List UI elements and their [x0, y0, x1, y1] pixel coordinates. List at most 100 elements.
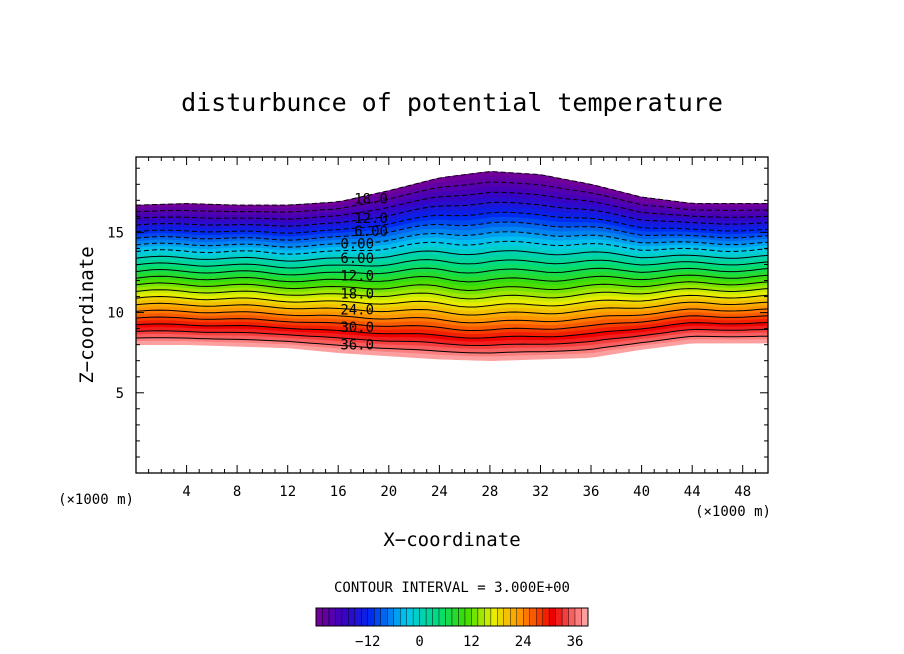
colorbar-cell	[419, 607, 427, 627]
colorbar-cell	[458, 607, 466, 627]
colorbar-tick-label: 12	[463, 634, 480, 650]
colorbar-cell	[503, 607, 511, 627]
x-tick-label: 4	[182, 484, 190, 500]
contour-line	[136, 221, 768, 241]
contour-line	[136, 274, 768, 283]
colorbar-cell	[432, 607, 440, 627]
colorbar-cell	[497, 607, 504, 627]
contour-label: 24.0	[340, 302, 374, 318]
x-tick-label: 8	[233, 484, 241, 500]
x-unit-left: (×1000 m)	[58, 492, 134, 508]
colorbar-tick-label: 36	[567, 634, 584, 650]
colorbar-cell	[348, 607, 356, 627]
colorbar-cell	[354, 607, 362, 627]
colorbar-cell	[406, 607, 414, 627]
contour-line	[136, 315, 768, 331]
colorbar-cell	[464, 607, 472, 627]
contour-line	[136, 328, 768, 346]
colorbar-cell	[542, 607, 550, 627]
contour-line	[136, 259, 768, 269]
colorbar-cell	[574, 607, 582, 627]
colorbar-cell	[451, 607, 459, 627]
colorbar-cell	[322, 607, 330, 627]
plot-area: 18.012.06.000.006.0012.018.024.030.036.0…	[107, 156, 769, 500]
colorbar-ticks: −12 0 12 24 36	[355, 634, 583, 650]
contour-line	[136, 240, 768, 255]
x-tick-label: 16	[330, 484, 347, 500]
contour-label: 0.00	[340, 237, 374, 253]
contour-line	[136, 201, 768, 227]
colorbar-cell	[523, 607, 530, 627]
contour-line	[136, 335, 768, 354]
colorbar-tick-label: −12	[355, 634, 380, 650]
x-tick-label: 28	[481, 484, 498, 500]
y-tick-label: 15	[107, 225, 124, 241]
contour-line	[136, 181, 768, 213]
colorbar-tick-label: 0	[415, 634, 423, 650]
y-tick-label: 10	[107, 306, 124, 322]
contour-label: 36.0	[340, 338, 374, 354]
contour-label: 6.00	[354, 224, 388, 240]
x-tick-label: 36	[583, 484, 600, 500]
colorbar-cell	[367, 607, 375, 627]
chart-title: disturbunce of potential temperature	[181, 88, 723, 117]
x-tick-label: 40	[633, 484, 650, 500]
contour-line	[136, 191, 768, 220]
contour-line	[136, 308, 768, 324]
contour-line	[136, 288, 768, 300]
colorbar-cell	[529, 607, 537, 627]
colorbar-cell	[328, 607, 336, 627]
contour-interval-note: CONTOUR INTERVAL = 3.000E+00	[334, 580, 570, 596]
colorbar-cell	[387, 607, 394, 627]
contour-band	[136, 339, 768, 362]
x-tick-label: 24	[431, 484, 448, 500]
contour-label: 30.0	[340, 320, 374, 336]
colorbar-cell	[425, 607, 433, 627]
contour-label: 12.0	[340, 269, 374, 285]
contour-label: 12.0	[354, 211, 388, 227]
x-tick-label: 44	[684, 484, 701, 500]
colorbar-cell	[568, 607, 576, 627]
contour-line	[136, 231, 768, 248]
y-axis-ticks: 5 10 15	[107, 167, 768, 458]
colorbar-cell	[393, 607, 401, 627]
contour-label: 18.0	[340, 286, 374, 302]
contour-line	[136, 250, 768, 262]
colorbar-cell	[400, 607, 407, 627]
contour-line	[136, 281, 768, 292]
x-axis-label: X−coordinate	[383, 529, 520, 551]
x-tick-label: 48	[734, 484, 751, 500]
colorbar-cell	[536, 607, 543, 627]
colorbar-cell	[335, 607, 343, 627]
colorbar-cell	[445, 607, 453, 627]
x-tick-label: 12	[279, 484, 296, 500]
colorbar-cell	[374, 607, 381, 627]
contour-line	[136, 267, 768, 276]
colorbar-frame	[315, 607, 589, 627]
colorbar-cell	[484, 607, 492, 627]
x-tick-label: 20	[380, 484, 397, 500]
contour-line	[136, 294, 768, 308]
x-unit-right: (×1000 m)	[695, 504, 771, 520]
colorbar: −12 0 12 24 36	[315, 607, 589, 650]
contour-label: 6.00	[340, 251, 374, 267]
colorbar-cell	[471, 607, 479, 627]
y-tick-label: 5	[116, 386, 124, 402]
colorbar-cell	[581, 607, 589, 627]
colorbar-tick-label: 24	[515, 634, 532, 650]
colorbar-cell	[361, 607, 368, 627]
colorbar-cell	[555, 607, 563, 627]
contour-line	[136, 170, 768, 206]
x-tick-label: 32	[532, 484, 549, 500]
colorbar-cell	[510, 607, 517, 627]
colorbar-cells	[315, 607, 589, 627]
contour-line	[136, 322, 768, 339]
contour-line	[136, 211, 768, 234]
colorbar-cell	[438, 607, 446, 627]
contour-label: 18.0	[354, 192, 388, 208]
colorbar-cell	[477, 607, 485, 627]
colorbar-cell	[380, 607, 388, 627]
y-axis-label: Z−coordinate	[76, 246, 98, 383]
